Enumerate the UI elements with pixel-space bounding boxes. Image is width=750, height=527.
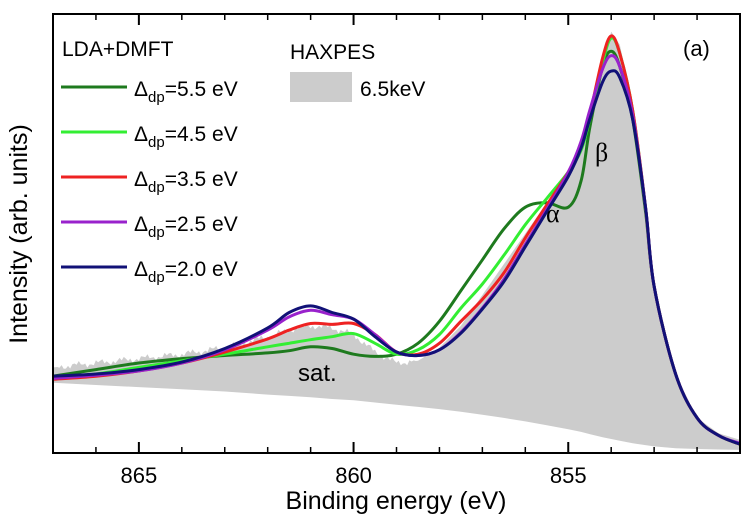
annotation-alpha: α [546,199,560,228]
plot-area [53,31,740,450]
x-tick-label-865: 865 [121,463,158,488]
x-tick-label-855: 855 [550,463,587,488]
series-group [53,34,740,446]
panel-label: (a) [683,36,710,61]
x-axis-ticks: 865 860 855 [95,14,698,488]
x-tick-label-860: 860 [335,463,372,488]
legend-label-delta-25: Δdp=2.5 eV [134,213,238,241]
annotations: α β sat. [298,138,608,387]
legend-haxpes: HAXPES 6.5keV [290,41,425,102]
series-line-delta-20 [53,69,740,446]
x-axis-title: Binding energy (eV) [286,487,507,515]
legend-label-delta-35: Δdp=3.5 eV [134,168,238,196]
legend-lda-dmft: LDA+DMFT Δdp=5.5 eV Δdp=4.5 eV Δdp=3.5 eV Δ… [61,38,238,286]
y-axis-title: Intensity (arb. units) [5,124,33,344]
legend-label-haxpes: 6.5keV [360,78,425,101]
legend-label-delta-20: Δdp=2.0 eV [134,258,238,286]
legend-title-haxpes: HAXPES [290,41,375,64]
annotation-beta: β [595,138,608,167]
legend-label-delta-45: Δdp=4.5 eV [134,123,238,151]
legend-title-lda-dmft: LDA+DMFT [62,38,174,61]
legend-swatch-haxpes [290,72,352,102]
legend-label-delta-55: Δdp=5.5 eV [134,78,238,106]
annotation-satellite: sat. [298,360,337,387]
haxpes-experiment-area [53,31,740,450]
